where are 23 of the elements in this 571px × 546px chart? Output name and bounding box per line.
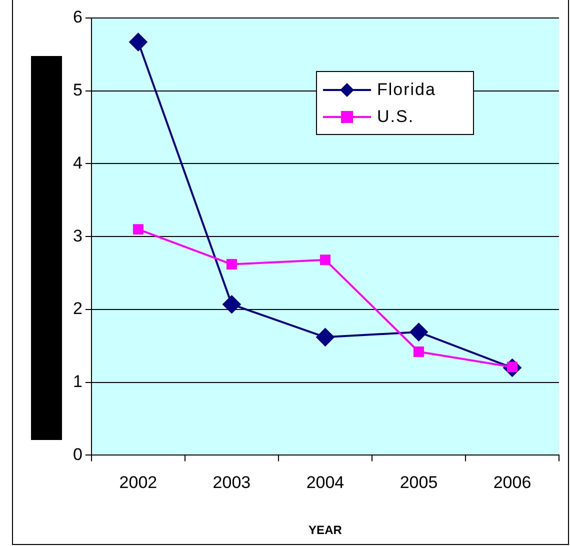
y-tick-label: 4 [72,153,82,172]
x-tick-label: 2004 [306,473,344,492]
y-tick-label: 1 [72,372,82,392]
point [222,295,241,314]
x-tick-label: 2005 [400,473,438,492]
y-tick-label: 0 [72,444,82,464]
y-tick-label: 6 [72,8,82,27]
point [129,33,148,52]
point [410,323,428,342]
point [320,254,330,266]
point [413,346,424,357]
point [132,224,144,235]
y-tick-label: 2 [72,299,82,318]
x-tick-label: 2002 [119,473,158,492]
y-tick-label: 3 [72,226,82,246]
x-tick-label: 2006 [493,473,532,492]
point [316,328,334,346]
x-tick-label: 2003 [212,473,251,492]
legend-label: U.S. [377,106,414,126]
legend-label: Florida [377,80,436,100]
point [226,259,237,270]
x-axis-title: YEAR [308,523,342,538]
y-tick-label: 5 [72,80,82,100]
